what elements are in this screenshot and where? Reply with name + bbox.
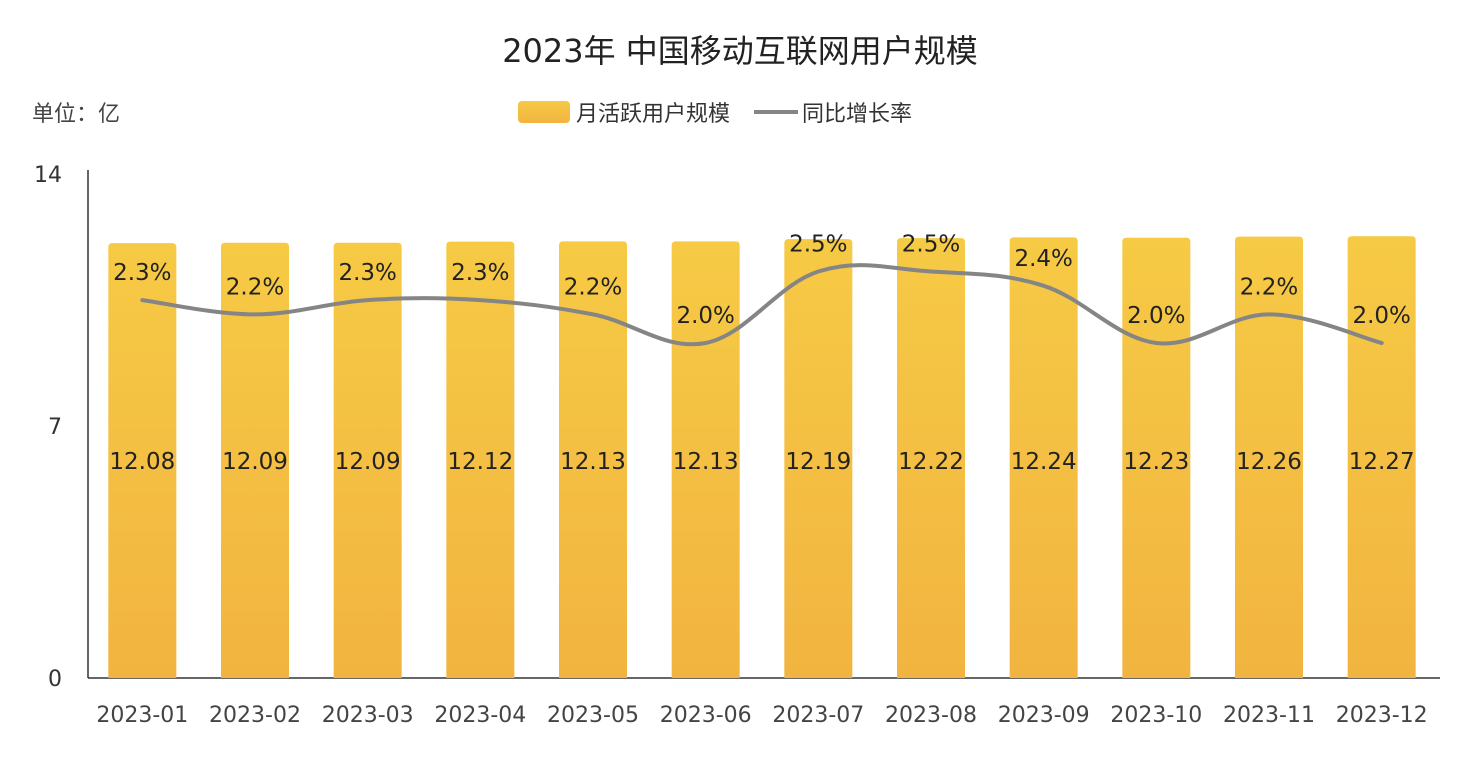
growth-rate-label: 2.0% <box>1127 303 1185 329</box>
growth-rate-label: 2.5% <box>902 232 960 258</box>
bar <box>784 239 853 678</box>
growth-rate-label: 2.3% <box>451 260 509 286</box>
legend-line-label: 同比增长率 <box>802 102 913 127</box>
bar <box>221 242 289 678</box>
bar <box>559 241 627 678</box>
bar-value-label: 12.13 <box>673 449 739 475</box>
bar <box>1235 236 1303 678</box>
bar <box>1009 237 1078 679</box>
x-tick-label: 2023-02 <box>209 703 301 728</box>
bar <box>446 241 515 678</box>
bar <box>333 242 402 678</box>
bar <box>671 241 740 678</box>
bar-value-label: 12.27 <box>1349 449 1415 475</box>
x-tick-label: 2023-01 <box>96 703 188 728</box>
unit-label: 单位：亿 <box>32 102 121 127</box>
bar-value-label: 12.13 <box>560 449 626 475</box>
x-tick-label: 2023-06 <box>660 703 752 728</box>
x-tick-label: 2023-07 <box>772 703 864 728</box>
growth-rate-label: 2.0% <box>1352 303 1410 329</box>
growth-rate-label: 2.2% <box>564 274 622 300</box>
legend-bar-swatch <box>518 101 570 123</box>
y-tick-label: 14 <box>34 163 62 188</box>
bar-value-label: 12.24 <box>1011 449 1077 475</box>
bar-value-label: 12.22 <box>898 449 964 475</box>
x-tick-label: 2023-08 <box>885 703 977 728</box>
growth-rate-label: 2.2% <box>226 274 284 300</box>
growth-rate-label: 2.4% <box>1014 246 1072 272</box>
growth-rate-label: 2.0% <box>676 303 734 329</box>
growth-rate-label: 2.3% <box>338 260 396 286</box>
bar-value-label: 12.26 <box>1236 449 1302 475</box>
growth-rate-label: 2.3% <box>113 260 171 286</box>
x-tick-label: 2023-03 <box>322 703 414 728</box>
growth-rate-label: 2.5% <box>789 232 847 258</box>
y-tick-label: 0 <box>48 667 62 692</box>
y-tick-label: 7 <box>48 415 62 440</box>
x-tick-label: 2023-10 <box>1110 703 1202 728</box>
legend-bar-label: 月活跃用户规模 <box>576 102 731 127</box>
bar-value-label: 12.09 <box>335 449 401 475</box>
bar <box>1122 237 1191 678</box>
x-tick-label: 2023-12 <box>1336 703 1428 728</box>
growth-rate-label: 2.2% <box>1240 274 1298 300</box>
legend: 月活跃用户规模 同比增长率 <box>518 96 912 128</box>
x-tick-label: 2023-11 <box>1223 703 1315 728</box>
bar-value-label: 12.09 <box>222 449 288 475</box>
bar-value-label: 12.08 <box>109 449 175 475</box>
growth-rate-line <box>140 263 1384 347</box>
chart-title: 2023年 中国移动互联网用户规模 <box>502 32 978 70</box>
bar <box>1347 236 1416 678</box>
x-tick-label: 2023-05 <box>547 703 639 728</box>
legend-line-swatch <box>754 110 799 114</box>
bar-value-label: 12.12 <box>447 449 513 475</box>
bar <box>108 243 177 678</box>
x-tick-label: 2023-09 <box>998 703 1090 728</box>
bar-value-label: 12.19 <box>785 449 851 475</box>
bar <box>897 238 965 678</box>
bar-value-label: 12.23 <box>1123 449 1189 475</box>
x-tick-label: 2023-04 <box>434 703 526 728</box>
